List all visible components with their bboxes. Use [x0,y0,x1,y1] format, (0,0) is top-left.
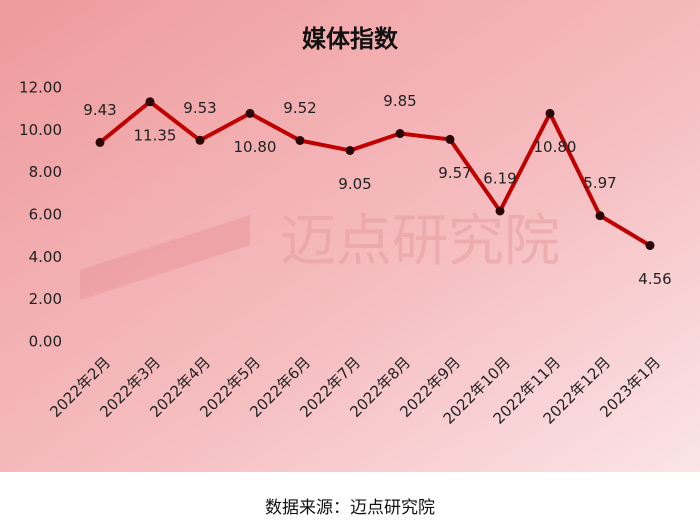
y-tick-label: 2.00 [29,290,62,308]
marker [145,97,155,107]
marker [545,108,555,118]
data-label: 9.05 [338,175,371,193]
marker [495,206,505,216]
line [98,99,652,248]
background [0,0,700,472]
y-tick-label: 4.00 [29,248,62,266]
marker [295,135,305,145]
data-label: 6.19 [483,169,516,187]
marker [345,145,355,155]
data-label: 11.35 [134,126,177,144]
chart-title: 媒体指数 [302,25,399,53]
data-label: 9.52 [283,99,316,117]
data-label: 4.56 [638,270,671,288]
marker [245,108,255,118]
y-tick-label: 8.00 [29,163,62,181]
watermark-shape [80,215,250,300]
data-label: 9.57 [438,164,471,182]
data-label: 10.80 [234,138,277,156]
data-label: 9.85 [383,92,416,110]
y-tick-label: 12.00 [19,79,62,97]
data-label: 9.43 [83,101,116,119]
data-label: 9.53 [183,99,216,117]
watermark: 迈点研究院 [280,209,560,274]
data-label: 10.80 [534,138,577,156]
marker [645,240,655,250]
source: 数据来源：迈点研究院 [265,498,435,518]
data-label: 5.97 [583,174,616,192]
marker [595,211,605,221]
y-tick-label: 6.00 [29,206,62,224]
marker [195,135,205,145]
marker [95,137,105,147]
y-tick-label: 10.00 [19,121,62,139]
marker [395,129,405,139]
marker [445,134,455,144]
y-tick-label: 0.00 [29,333,62,351]
